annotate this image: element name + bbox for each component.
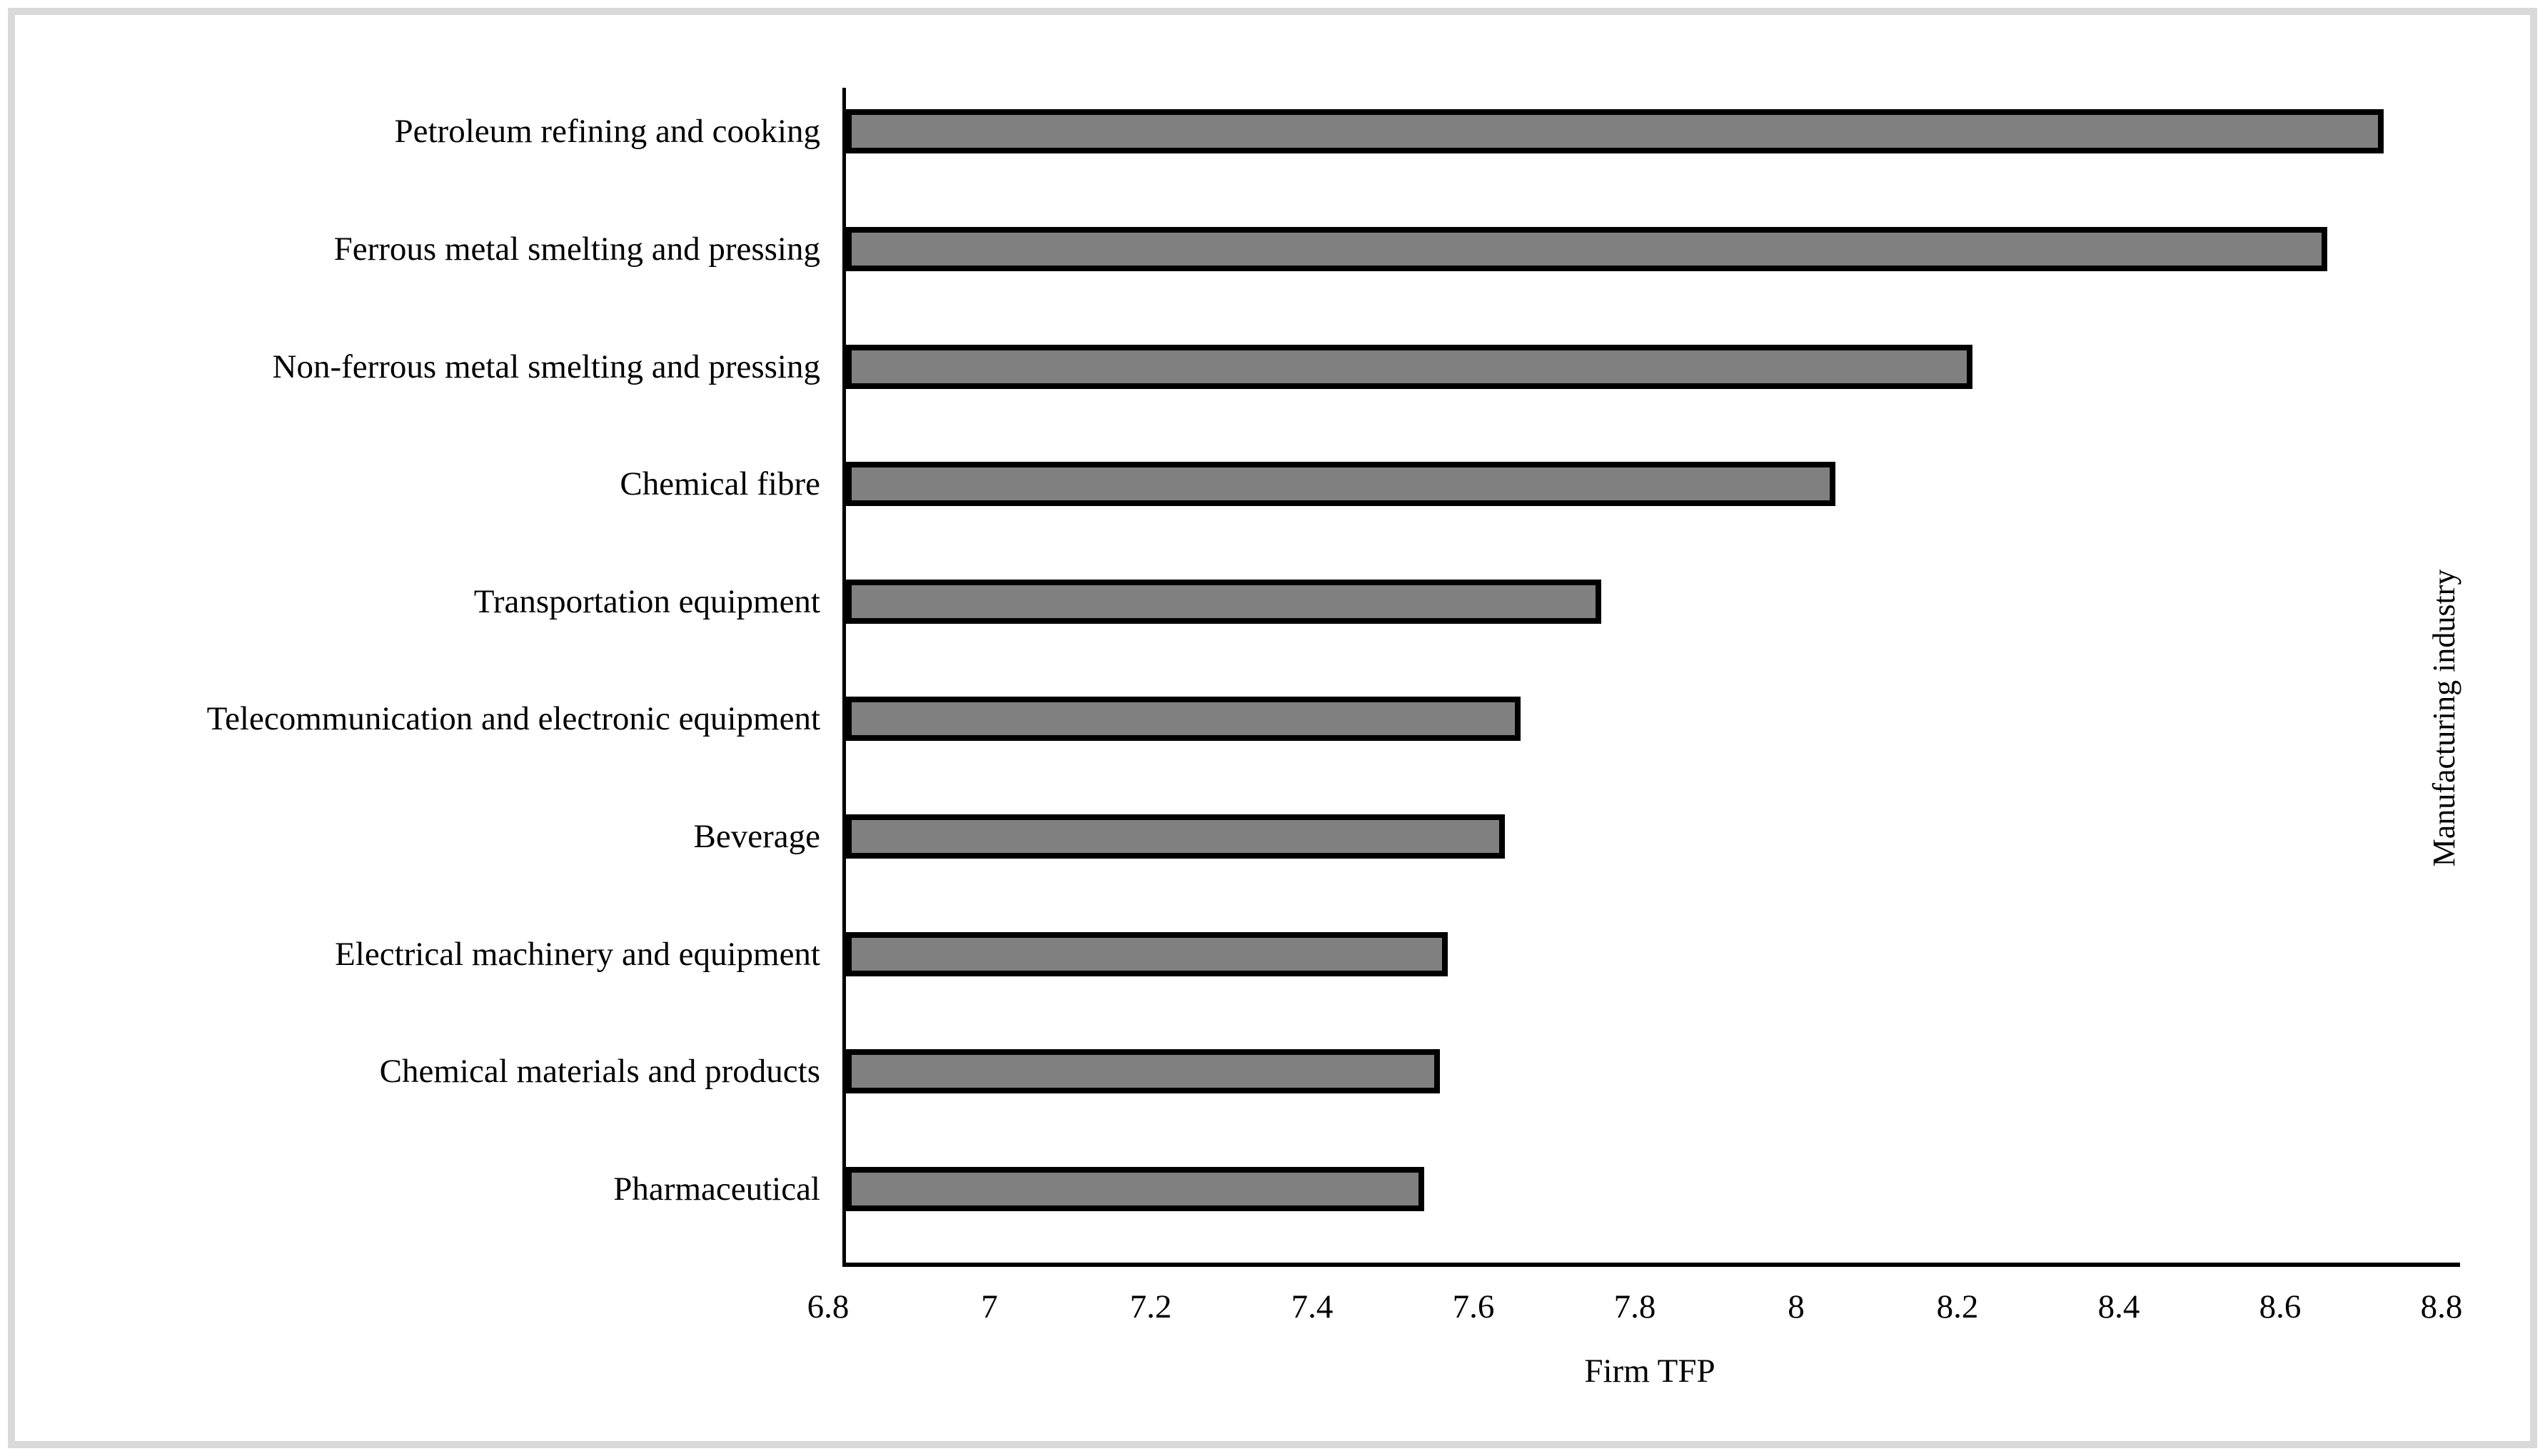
x-tick-label: 7.6 [1452, 1288, 1495, 1325]
right-axis-title: Manufacturing industry [2426, 569, 2461, 867]
x-tick-label: 8.6 [2259, 1288, 2302, 1325]
category-label: Pharmaceutical [613, 1171, 820, 1208]
x-tick-label: 7.2 [1129, 1288, 1172, 1325]
figure-frame: Petroleum refining and cooking Ferrous me… [8, 8, 2537, 1448]
x-tick-label: 8.4 [2097, 1288, 2140, 1325]
x-tick-label: 8 [1788, 1288, 1805, 1325]
bar [846, 1049, 1440, 1093]
category-label: Petroleum refining and cooking [394, 113, 821, 150]
category-label: Ferrous metal smelting and pressing [333, 231, 820, 268]
bar [846, 580, 1601, 624]
x-tick-label: 7 [981, 1288, 998, 1325]
x-tick-label: 6.8 [807, 1288, 850, 1325]
bar [846, 814, 1505, 859]
bar [846, 109, 2384, 153]
bar [846, 1167, 1424, 1211]
x-tick-label: 7.8 [1613, 1288, 1656, 1325]
category-label: Transportation equipment [473, 583, 820, 620]
bar [846, 697, 1521, 741]
x-axis-title: Firm TFP [1584, 1353, 1715, 1390]
bar [846, 932, 1448, 976]
category-label: Chemical fibre [620, 465, 820, 502]
category-label: Non-ferrous metal smelting and pressing [272, 348, 821, 385]
category-label: Beverage [693, 818, 820, 855]
category-label: Telecommunication and electronic equipme… [206, 700, 820, 737]
bar [846, 345, 1972, 389]
bar [846, 227, 2327, 271]
x-axis-line [842, 1263, 2460, 1267]
y-axis-line [842, 88, 846, 1267]
bar [846, 462, 1835, 506]
category-label: Chemical materials and products [379, 1053, 820, 1090]
x-tick-label: 8.8 [2420, 1288, 2463, 1325]
x-tick-label: 7.4 [1291, 1288, 1334, 1325]
category-label: Electrical machinery and equipment [335, 936, 820, 973]
x-tick-label: 8.2 [1936, 1288, 1979, 1325]
